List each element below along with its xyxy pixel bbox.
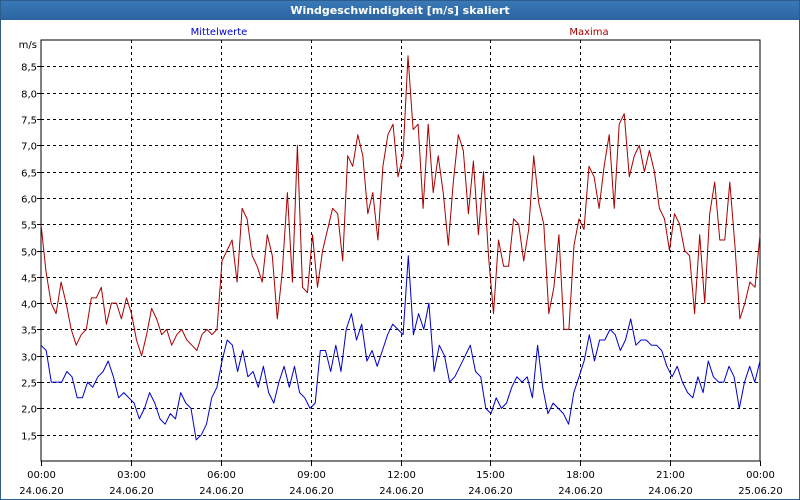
plot-frame bbox=[40, 39, 761, 462]
y-tick-label: 3,0 bbox=[21, 353, 37, 364]
y-tick-label: 2,5 bbox=[21, 379, 37, 390]
x-tick-date-label: 24.06.20 bbox=[468, 486, 513, 497]
x-tick-date-label: 24.06.20 bbox=[19, 486, 64, 497]
y-tick-label: 8,5 bbox=[21, 63, 37, 74]
y-tick-label: 6,5 bbox=[21, 169, 37, 180]
y-tick-label: 4,5 bbox=[21, 274, 37, 285]
x-tick-time-label: 00:00 bbox=[27, 470, 56, 481]
x-tick-time-label: 18:00 bbox=[566, 470, 595, 481]
y-axis-label: m/s bbox=[19, 40, 37, 51]
series-line-maxima bbox=[40, 55, 761, 357]
x-tick-date-label: 24.06.20 bbox=[558, 486, 603, 497]
series-line-mittelwerte bbox=[40, 255, 761, 441]
x-tick-date-label: 25.06.20 bbox=[738, 486, 783, 497]
y-tick-label: 3,5 bbox=[21, 326, 37, 337]
y-tick-label: 7,0 bbox=[21, 142, 37, 153]
y-tick-label: 5,0 bbox=[21, 248, 37, 259]
y-tick-label: 2,0 bbox=[21, 405, 37, 416]
window-title: Windgeschwindigkeit [m/s] skaliert bbox=[1, 1, 799, 20]
x-tick-date-label: 24.06.20 bbox=[379, 486, 424, 497]
x-tick-time-label: 21:00 bbox=[656, 470, 685, 481]
x-tick-time-label: 00:00 bbox=[746, 470, 775, 481]
x-tick-time-label: 09:00 bbox=[297, 470, 326, 481]
x-tick-time-label: 15:00 bbox=[476, 470, 505, 481]
x-tick-date-label: 24.06.20 bbox=[109, 486, 154, 497]
x-tick-time-label: 03:00 bbox=[117, 470, 146, 481]
legend-entry-maxima: Maxima bbox=[569, 27, 608, 38]
y-tick-label: 1,5 bbox=[21, 432, 37, 443]
x-tick-date-label: 24.06.20 bbox=[648, 486, 693, 497]
y-tick-label: 6,0 bbox=[21, 195, 37, 206]
y-tick-label: 4,0 bbox=[21, 300, 37, 311]
y-tick-label: 7,5 bbox=[21, 116, 37, 127]
x-tick-date-label: 24.06.20 bbox=[289, 486, 334, 497]
legend-entry-mittelwerte: Mittelwerte bbox=[191, 27, 248, 38]
y-tick-label: 8,0 bbox=[21, 90, 37, 101]
y-tick-label: 5,5 bbox=[21, 221, 37, 232]
x-tick-time-label: 12:00 bbox=[387, 470, 416, 481]
x-tick-date-label: 24.06.20 bbox=[199, 486, 244, 497]
x-tick-time-label: 06:00 bbox=[207, 470, 236, 481]
